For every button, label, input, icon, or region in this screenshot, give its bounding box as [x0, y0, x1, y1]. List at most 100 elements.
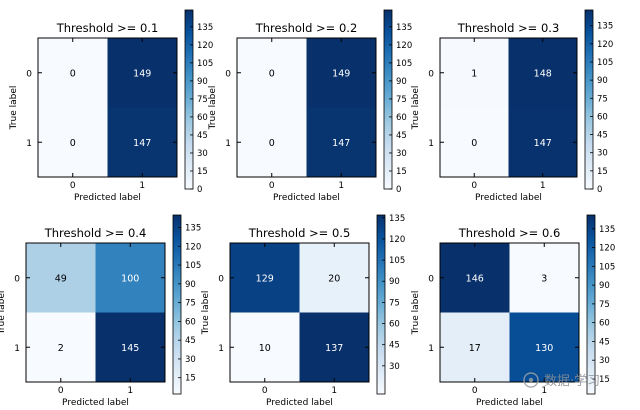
- matrix-cell: [299, 312, 369, 382]
- y-axis-label: True label: [0, 291, 7, 336]
- colorbar-tick-label: 105: [396, 59, 412, 69]
- confusion-matrix-panel: 49 100 2 145 0 0 1 1 Threshold >= 0.4 Predicted l…: [0, 214, 201, 408]
- colorbar-tick-label: 120: [599, 244, 615, 254]
- colorbar-tick-label: 15: [197, 167, 208, 177]
- colorbar-tick-label: 90: [396, 77, 407, 87]
- y-axis-label: True label: [411, 291, 421, 336]
- plot-frame: [439, 242, 580, 383]
- cell-value-label: 0: [70, 138, 76, 149]
- confusion-matrix-panel: 0 149 0 147 0 0 1 1 Threshold >= 0.1 Predicted la…: [9, 9, 213, 203]
- matrix-cell: [440, 107, 509, 177]
- x-axis-label: Predicted label: [62, 398, 129, 408]
- cell-value-label: 147: [133, 138, 151, 149]
- cell-value-label: 130: [535, 343, 553, 354]
- colorbar-tick-label: 120: [185, 242, 201, 252]
- x-tick-label: 0: [58, 386, 64, 396]
- colorbar-tick-label: 120: [396, 41, 412, 51]
- colorbar-tick-label: 120: [197, 41, 213, 51]
- y-tick-label: 0: [428, 69, 434, 79]
- x-axis-label: Predicted label: [266, 398, 333, 408]
- x-axis-label: Predicted label: [273, 193, 340, 203]
- cell-value-label: 0: [471, 138, 477, 149]
- matrix-cell: [509, 243, 579, 313]
- colorbar-tick-label: 75: [197, 95, 208, 105]
- y-axis-label: True label: [411, 86, 421, 131]
- y-tick-label: 1: [26, 139, 32, 149]
- x-tick-label: 1: [541, 386, 547, 396]
- y-tick-label: 0: [218, 274, 224, 284]
- colorbar-tick-label: 105: [597, 58, 613, 68]
- colorbar-tick-label: 120: [597, 40, 613, 50]
- y-tick-label: 1: [428, 344, 434, 354]
- colorbar-tick-label: 75: [389, 298, 400, 308]
- colorbar-tick-label: 90: [599, 281, 610, 291]
- colorbar-tick-label: 45: [599, 337, 610, 347]
- colorbar-tick-label: 135: [185, 224, 201, 234]
- colorbar-tick-label: 75: [185, 299, 196, 309]
- y-tick-label: 1: [225, 139, 231, 149]
- watermark: 数据·学习: [523, 372, 600, 389]
- cell-value-label: 149: [332, 68, 350, 79]
- cell-value-label: 146: [466, 273, 484, 284]
- y-tick-label: 0: [428, 274, 434, 284]
- x-tick-label: 0: [262, 386, 268, 396]
- matrix-cell: [237, 38, 307, 108]
- x-tick-label: 0: [471, 181, 477, 191]
- colorbar-tick-label: 45: [396, 131, 407, 141]
- matrix-cell: [38, 38, 108, 108]
- chart-title: Threshold >= 0.2: [255, 21, 358, 35]
- cell-value-label: 3: [541, 273, 547, 284]
- matrix-cell: [26, 312, 96, 382]
- chart-title: Threshold >= 0.5: [248, 226, 351, 240]
- matrix-cell: [509, 312, 579, 382]
- matrix-cell: [237, 107, 307, 177]
- colorbar-tick-label: 45: [197, 131, 208, 141]
- colorbar: [586, 214, 596, 395]
- colorbar-tick-label: 90: [389, 277, 400, 287]
- matrix-cell: [230, 243, 300, 313]
- colorbar-tick-label: 90: [597, 76, 608, 86]
- colorbar: [376, 214, 386, 395]
- x-tick-label: 1: [127, 386, 133, 396]
- matrix-cell: [95, 312, 165, 382]
- colorbar-tick-label: 60: [396, 113, 407, 123]
- matrix-cell: [107, 38, 177, 108]
- cell-value-label: 147: [534, 138, 552, 149]
- matrix-cell: [95, 243, 165, 313]
- colorbar: [172, 214, 182, 395]
- cell-value-label: 17: [469, 343, 481, 354]
- colorbar-tick-label: 75: [597, 94, 608, 104]
- colorbar-tick-label: 60: [599, 319, 610, 329]
- y-tick-label: 0: [14, 274, 20, 284]
- colorbar-tick-label: 60: [197, 113, 208, 123]
- colorbar-tick-label: 135: [599, 225, 615, 235]
- confusion-matrix-panel: 129 20 10 137 0 0 1 1 Threshold >= 0.5 Predicted …: [201, 214, 405, 408]
- colorbar-tick-label: 30: [185, 355, 196, 365]
- colorbar-tick-label: 90: [185, 280, 196, 290]
- cell-value-label: 10: [259, 343, 271, 354]
- x-tick-label: 1: [139, 181, 145, 191]
- colorbar-tick-label: 0: [597, 185, 602, 195]
- colorbar-tick-label: 120: [389, 235, 405, 245]
- chart-title: Threshold >= 0.6: [458, 226, 561, 240]
- plot-frame: [229, 242, 370, 383]
- matrix-cell: [38, 107, 108, 177]
- colorbar: [184, 9, 194, 190]
- chart-title: Threshold >= 0.4: [44, 226, 147, 240]
- y-tick-label: 0: [26, 69, 32, 79]
- watermark-text: 数据·学习: [544, 373, 600, 389]
- matrix-cell: [440, 243, 510, 313]
- matrix-cell: [508, 38, 577, 108]
- colorbar-tick-label: 90: [197, 77, 208, 87]
- matrix-cell: [306, 38, 376, 108]
- x-tick-label: 0: [70, 181, 76, 191]
- colorbar-tick-label: 0: [396, 185, 401, 195]
- confusion-matrix-panel: 0 149 0 147 0 0 1 1 Threshold >= 0.2 Predicted la…: [208, 9, 412, 203]
- x-axis-label: Predicted label: [476, 398, 543, 408]
- cell-value-label: 137: [325, 343, 343, 354]
- colorbar-tick-label: 105: [389, 256, 405, 266]
- matrix-cell: [299, 243, 369, 313]
- watermark-logo-icon-dot: [528, 377, 534, 383]
- cell-value-label: 147: [332, 138, 350, 149]
- cell-value-label: 49: [55, 273, 67, 284]
